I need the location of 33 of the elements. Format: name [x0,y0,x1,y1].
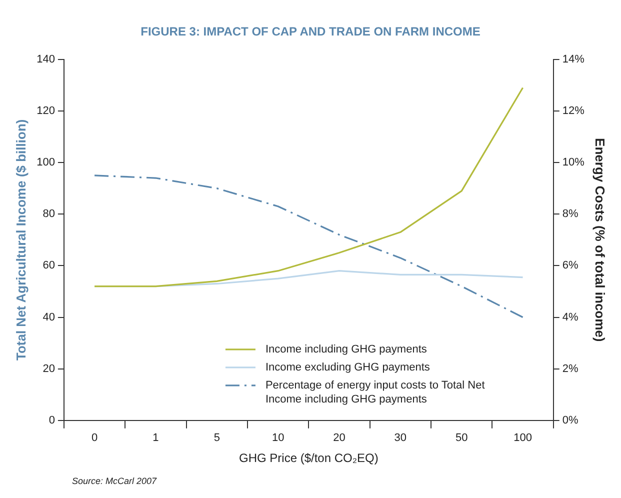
y2-tick-label: 6% [562,260,578,272]
y-tick-label: 40 [42,311,55,324]
x-tick-label: 5 [214,432,220,444]
y-tick-label: 0 [48,414,55,426]
y-tick-label: 20 [42,362,55,375]
x-tick-label: 50 [455,432,468,444]
x-tick-label: 10 [272,432,284,444]
x-tick-label: 30 [394,432,407,444]
y2-tick-label: 14% [562,53,585,66]
x-tick-label: 0 [91,432,98,444]
legend-label: Income including GHG payments [265,343,428,356]
y2-tick-label: 10% [562,156,585,169]
chart-title: FIGURE 3: IMPACT OF CAP AND TRADE ON FARM INCOME [140,24,480,39]
y2-axis-title: Energy Costs (% of total income) [592,138,608,342]
y-tick-label: 100 [36,156,55,169]
line-series [94,174,524,318]
y-tick-label: 60 [42,260,55,272]
x-tick-label: 100 [514,432,532,444]
x-tick-label: 20 [333,432,346,444]
x-tick-label: 1 [152,432,159,444]
legend-label: Income excluding GHG payments [265,361,430,374]
y2-tick-label: 2% [562,362,578,375]
legend-label: Percentage of energy input costs to Total Net Income including GHG payments [265,379,485,406]
y2-tick-label: 4% [562,311,578,324]
y2-tick-label: 8% [562,208,578,220]
y-tick-label: 80 [42,208,55,220]
y-tick-label: 120 [36,105,55,118]
y2-tick-label: 0% [562,414,578,426]
y2-tick-label: 12% [562,105,585,118]
x-axis-title: GHG Price ($/ton CO₂EQ) [238,451,378,466]
source-note: Source: McCarl 2007 [72,476,157,486]
y-tick-label: 140 [36,53,55,66]
y-axis-title: Total Net Agricultural Income ($ billion) [13,119,28,361]
